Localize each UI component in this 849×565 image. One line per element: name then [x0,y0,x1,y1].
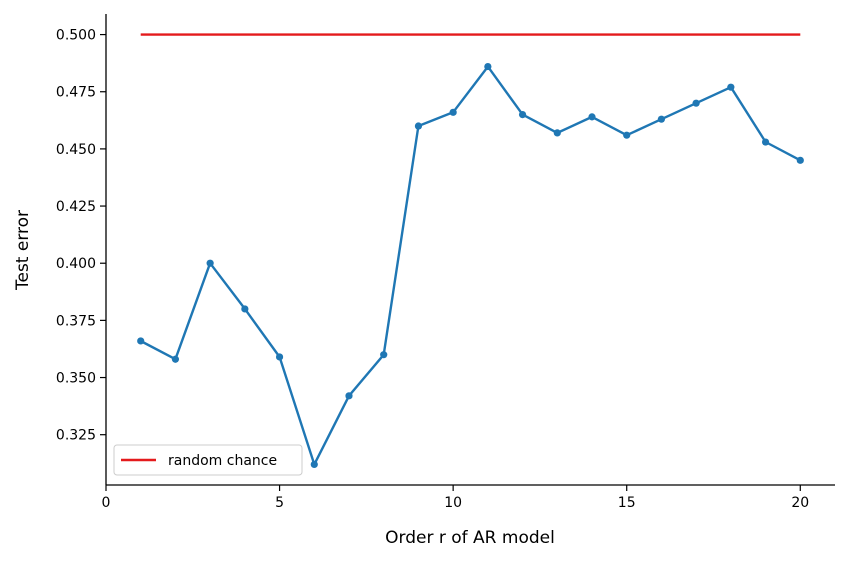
data-point [206,259,214,267]
data-point [414,122,423,130]
data-point [518,111,527,119]
x-tick-label: 20 [791,495,809,511]
data-point [657,115,666,123]
y-tick-label: 0.475 [56,85,96,101]
test-error-line [140,65,801,466]
data-point [137,337,145,345]
data-point [345,392,353,400]
data-point [727,83,735,91]
legend-label-random-chance: random chance [168,453,277,469]
y-axis-label: Test error [13,210,33,291]
data-point [380,351,388,359]
y-tick-label: 0.450 [56,142,96,158]
x-tick-label: 0 [102,495,111,511]
data-point [623,131,631,139]
y-tick-label: 0.375 [56,313,96,329]
data-point [553,129,561,137]
data-point [761,138,770,146]
data-point [310,460,318,469]
data-point [449,108,457,116]
data-point [796,156,804,164]
data-point [692,99,700,107]
x-axis-label: Order r of AR model [385,528,555,548]
data-point [588,113,596,121]
x-tick-label: 15 [618,495,636,511]
x-tick-label: 10 [444,495,462,511]
y-tick-label: 0.425 [56,199,96,215]
y-tick-label: 0.500 [56,28,96,44]
y-tick-label: 0.325 [56,428,96,444]
x-tick-label: 5 [275,495,284,511]
data-point [171,355,180,363]
legend-box [113,444,303,476]
data-point [241,305,249,313]
y-tick-label: 0.350 [56,371,96,387]
data-point [484,62,492,71]
data-point [275,353,284,361]
y-tick-label: 0.400 [56,256,96,272]
